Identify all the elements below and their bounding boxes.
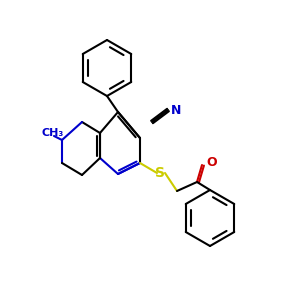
Text: S: S — [155, 166, 165, 180]
Text: O: O — [206, 157, 217, 169]
Text: N: N — [171, 103, 181, 116]
Text: CH₃: CH₃ — [42, 128, 64, 138]
